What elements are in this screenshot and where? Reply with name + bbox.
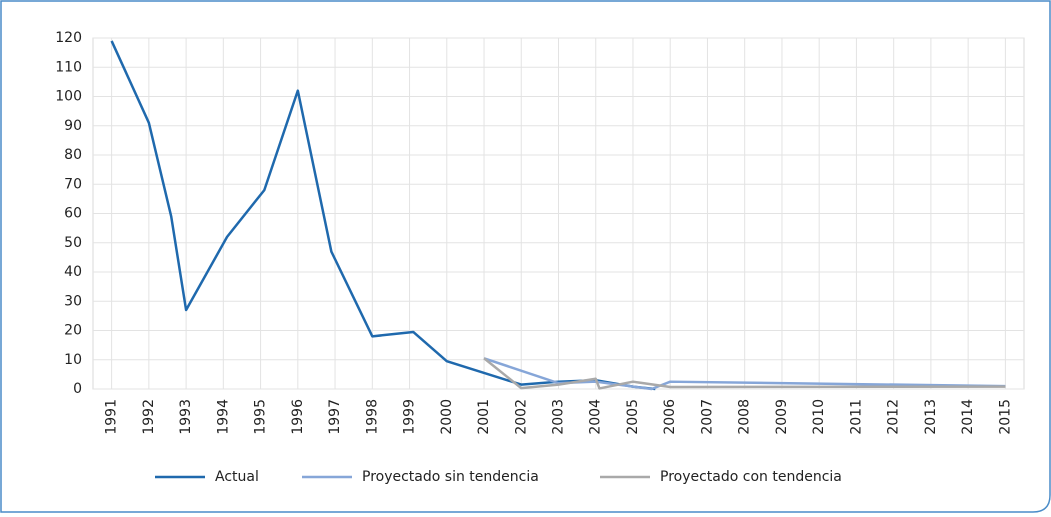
line-series — [483, 357, 1006, 390]
x-tick-label: 1991 — [104, 399, 120, 435]
x-tick-label: 2003 — [551, 399, 567, 435]
y-tick-label: 80 — [64, 147, 82, 163]
x-tick-label: 2002 — [513, 399, 529, 435]
x-tick-label: 1997 — [327, 399, 343, 435]
x-tick-label: 1999 — [402, 399, 418, 435]
y-tick-label: 30 — [64, 293, 82, 309]
x-tick-label: 2009 — [774, 399, 790, 435]
x-tick-label: 2000 — [439, 399, 455, 435]
legend-label: Actual — [215, 469, 259, 485]
x-tick-label: 2010 — [811, 399, 827, 435]
x-tick-label: 2004 — [588, 399, 604, 435]
x-tick-label: 1998 — [364, 399, 380, 435]
x-tick-label: 1992 — [141, 399, 157, 435]
y-tick-label: 50 — [64, 235, 82, 251]
y-tick-label: 60 — [64, 206, 82, 222]
x-tick-label: 2006 — [662, 399, 678, 435]
legend-label: Proyectado con tendencia — [660, 469, 842, 485]
y-tick-label: 10 — [64, 352, 82, 368]
y-tick-label: 120 — [55, 30, 82, 46]
y-tick-label: 20 — [64, 323, 82, 339]
y-tick-label: 90 — [64, 118, 82, 134]
x-tick-label: 2001 — [476, 399, 492, 435]
x-tick-label: 1994 — [215, 399, 231, 435]
x-tick-label: 2005 — [625, 399, 641, 435]
y-tick-label: 110 — [55, 59, 82, 75]
x-tick-label: 2007 — [699, 399, 715, 435]
legend-label: Proyectado sin tendencia — [362, 469, 539, 485]
y-tick-label: 40 — [64, 264, 82, 280]
x-tick-label: 2011 — [848, 399, 864, 435]
y-tick-label: 100 — [55, 89, 82, 105]
y-tick-label: 0 — [73, 381, 82, 397]
x-tick-label: 2014 — [960, 399, 976, 435]
x-tick-label: 2008 — [737, 399, 753, 435]
x-tick-label: 1993 — [178, 399, 194, 435]
x-tick-label: 1996 — [290, 399, 306, 435]
x-tick-label: 2012 — [886, 399, 902, 435]
line-series — [483, 357, 1006, 391]
x-tick-label: 2015 — [997, 399, 1013, 435]
y-tick-label: 70 — [64, 176, 82, 192]
x-tick-label: 2013 — [923, 399, 939, 435]
line-series — [110, 40, 656, 391]
x-tick-label: 1995 — [253, 399, 269, 435]
